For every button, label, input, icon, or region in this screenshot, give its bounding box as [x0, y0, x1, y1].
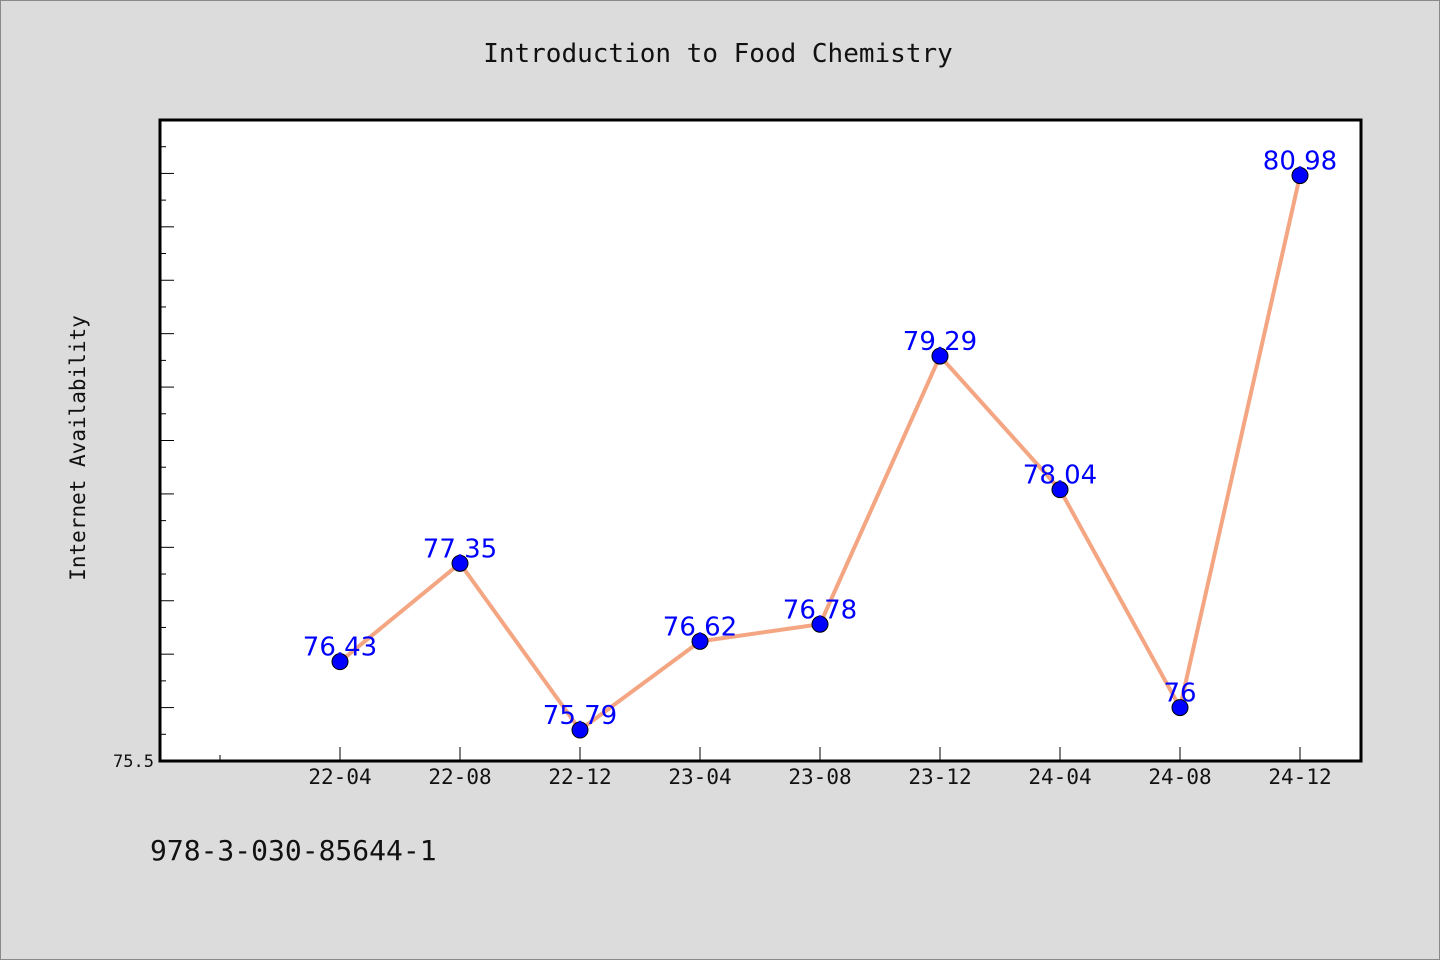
data-point [1051, 481, 1069, 499]
data-label: 77.35 [423, 534, 497, 564]
data-point [451, 554, 469, 572]
x-tick-label: 23-12 [908, 765, 971, 789]
series-layer: 76.43 77.35 75.79 76.62 76.78 79.29 78.04 76 80.… [303, 147, 1337, 739]
y-axis-ticks: 75.5 [113, 119, 174, 772]
x-tick-label: 23-08 [788, 765, 851, 789]
data-point [931, 347, 949, 365]
chart-title: Introduction to Food Chemistry [483, 39, 953, 69]
data-point [1291, 167, 1309, 185]
data-label: 79.29 [903, 327, 977, 357]
data-label: 76 [1163, 679, 1196, 709]
data-point [691, 632, 709, 650]
data-label: 80.98 [1263, 147, 1337, 177]
footer-isbn: 978-3-030-85644-1 [150, 834, 437, 867]
data-point [1171, 699, 1189, 717]
data-point [811, 615, 829, 633]
data-label: 78.04 [1023, 461, 1097, 491]
plot-area [158, 118, 1363, 763]
x-tick-label: 24-08 [1148, 765, 1211, 789]
x-tick-label: 22-12 [548, 765, 611, 789]
x-tick-label: 22-08 [428, 765, 491, 789]
data-label: 76.43 [303, 633, 377, 663]
data-point [331, 653, 349, 671]
data-label: 76.78 [783, 595, 857, 625]
x-tick-label: 22-04 [308, 765, 371, 789]
data-label: 76.62 [663, 612, 737, 642]
x-axis-ticks: 22-04 22-08 22-12 23-04 23-08 23-12 24-04 24-08… [219, 747, 1332, 789]
y-axis-label: Internet Availability [66, 315, 90, 581]
x-tick-label: 24-04 [1028, 765, 1091, 789]
data-point [571, 721, 589, 739]
x-tick-label: 24-12 [1268, 765, 1331, 789]
data-label: 75.79 [543, 701, 617, 731]
x-tick-label: 23-04 [668, 765, 731, 789]
y-tick-label: 75.5 [113, 752, 154, 772]
